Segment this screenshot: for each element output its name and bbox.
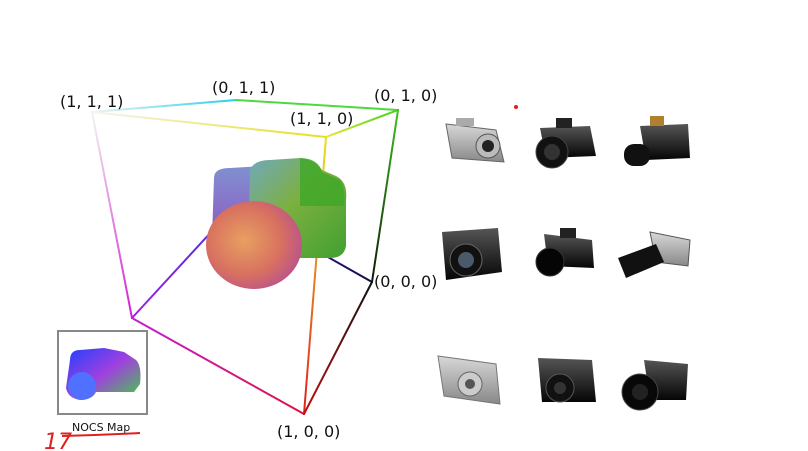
camera-lens xyxy=(206,201,302,289)
corner-label-011: (0, 1, 1) xyxy=(212,78,275,97)
gallery-telephoto-camera xyxy=(618,231,691,278)
gallery-black-compact-camera xyxy=(538,358,596,403)
nocs-camera-shape xyxy=(206,158,347,289)
gallery-silver-compact-camera xyxy=(437,355,501,405)
gallery-dslr-angled-camera xyxy=(535,228,594,277)
gallery-dslr-camera xyxy=(535,118,596,169)
cube-edge xyxy=(303,281,373,415)
camera-grip xyxy=(300,158,345,206)
nocs-map-inset: NOCS Map xyxy=(57,330,148,437)
inset-underline xyxy=(61,432,141,437)
red-dot xyxy=(514,105,518,109)
gallery-black-zoom-camera xyxy=(621,360,688,411)
corner-label-100: (1, 0, 0) xyxy=(277,422,340,441)
gallery-dslr-front-camera xyxy=(442,228,502,280)
handwritten-annotation: 17 xyxy=(44,430,72,451)
inset-camera-lens xyxy=(68,372,96,400)
gallery-compact-camera xyxy=(445,118,505,163)
cube-edge xyxy=(325,109,399,138)
corner-label-010: (0, 1, 0) xyxy=(374,86,437,105)
corner-label-111: (1, 1, 1) xyxy=(60,92,123,111)
corner-label-000: (0, 0, 0) xyxy=(374,272,437,291)
cube-edge xyxy=(371,109,399,283)
cube-edge xyxy=(235,99,399,111)
corner-label-110: (1, 1, 0) xyxy=(290,109,353,128)
inset-caption: NOCS Map xyxy=(72,421,130,434)
cube-edge xyxy=(91,111,133,319)
camera-gallery xyxy=(437,116,691,411)
cube-edge xyxy=(91,99,237,113)
cube-edge xyxy=(91,111,327,138)
cube-edge xyxy=(131,317,305,415)
gallery-dslr-zoom-camera xyxy=(624,116,690,166)
